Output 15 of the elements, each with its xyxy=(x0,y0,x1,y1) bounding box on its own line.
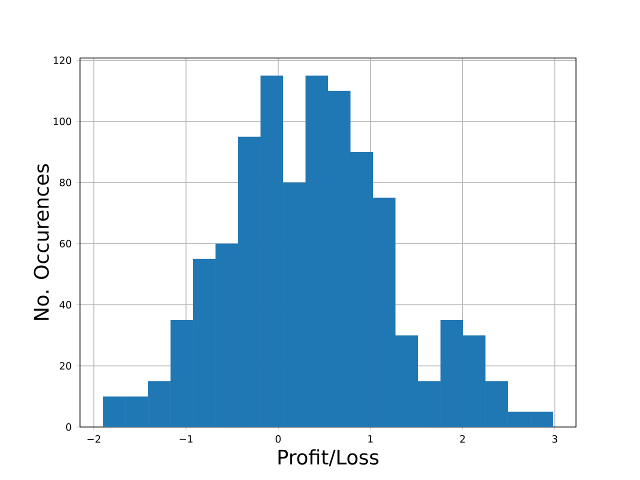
y-tick-label: 60 xyxy=(60,240,72,248)
x-tick-label: 2 xyxy=(460,435,465,443)
y-tick-label: 100 xyxy=(54,118,72,126)
y-tick-label: 20 xyxy=(60,362,72,370)
x-tick-label: −1 xyxy=(180,435,192,442)
x-tick-label: 3 xyxy=(552,435,558,443)
y-tick-label: 80 xyxy=(60,178,72,186)
y-tick-label: 40 xyxy=(60,300,72,309)
x-tick-label: 0 xyxy=(276,435,281,443)
x-axis-title: Profit/Loss xyxy=(278,449,378,466)
x-tick-label: −2 xyxy=(88,435,100,443)
y-axis-title: No. Occurences xyxy=(34,164,49,320)
y-tick-label: 120 xyxy=(54,56,72,64)
y-tick-label: 0 xyxy=(66,423,72,431)
x-tick-label: 1 xyxy=(368,435,373,442)
